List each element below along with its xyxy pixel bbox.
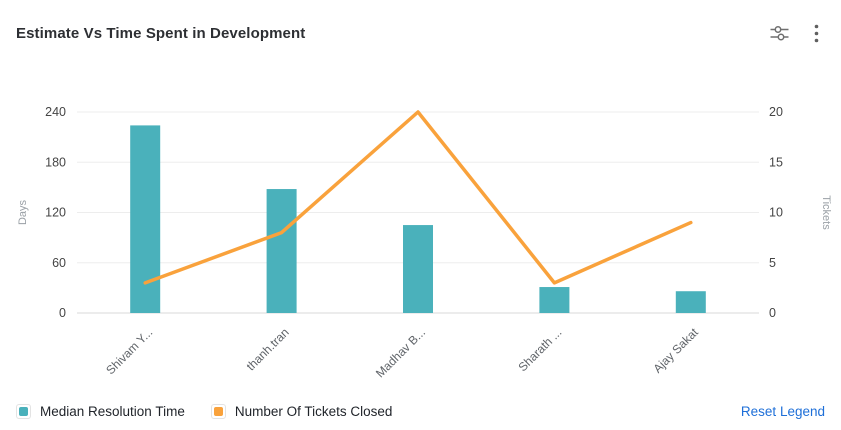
line-series[interactable]	[143, 110, 693, 285]
reset-legend-button[interactable]: Reset Legend	[740, 404, 825, 419]
x-axis-label-0: Shivam Y...	[103, 325, 155, 377]
left-axis-tick-label: 240	[45, 105, 66, 119]
legend-label: Number Of Tickets Closed	[234, 404, 393, 419]
right-axis-tick-label: 10	[769, 206, 783, 220]
left-axis-tick-label: 0	[59, 306, 66, 320]
legend: Median Resolution Time Number Of Tickets…	[16, 404, 825, 419]
bar-4[interactable]	[675, 291, 706, 313]
chart-title: Estimate Vs Time Spent in Development	[16, 25, 306, 42]
x-axis-label-1: thanh.tran	[244, 325, 292, 373]
left-axis-tick-label: 180	[45, 155, 66, 169]
left-axis-name: Days	[17, 199, 29, 225]
right-axis-tick-label: 5	[769, 256, 776, 270]
x-axis-label-2: Madhav B...	[373, 325, 428, 380]
legend-item-number-of-tickets-closed[interactable]: Number Of Tickets Closed	[210, 404, 393, 419]
left-axis-tick-label: 60	[52, 256, 66, 270]
card-header: Estimate Vs Time Spent in Development	[0, 0, 841, 45]
bar-2[interactable]	[403, 225, 433, 313]
x-axis-label-4: Ajay Sakat	[650, 325, 701, 376]
right-axis-name: Tickets	[820, 195, 832, 230]
right-axis-tick-label: 0	[769, 306, 776, 320]
right-axis-tick-label: 15	[769, 155, 783, 169]
bar-1[interactable]	[266, 189, 297, 313]
legend-label: Median Resolution Time	[40, 404, 185, 419]
bar-0[interactable]	[130, 125, 161, 314]
legend-swatch-line	[210, 404, 226, 419]
legend-item-median-resolution-time[interactable]: Median Resolution Time	[16, 404, 185, 419]
bar-3[interactable]	[539, 287, 570, 313]
legend-swatch-bar	[16, 404, 31, 419]
right-axis-tick-label: 20	[769, 105, 783, 119]
left-axis-tick-label: 120	[45, 206, 66, 220]
header-icons	[767, 22, 821, 45]
x-axis-label-3: Sharath ...	[515, 325, 564, 374]
filter-sliders-icon[interactable]	[767, 23, 792, 44]
kebab-menu-icon[interactable]	[812, 22, 821, 45]
